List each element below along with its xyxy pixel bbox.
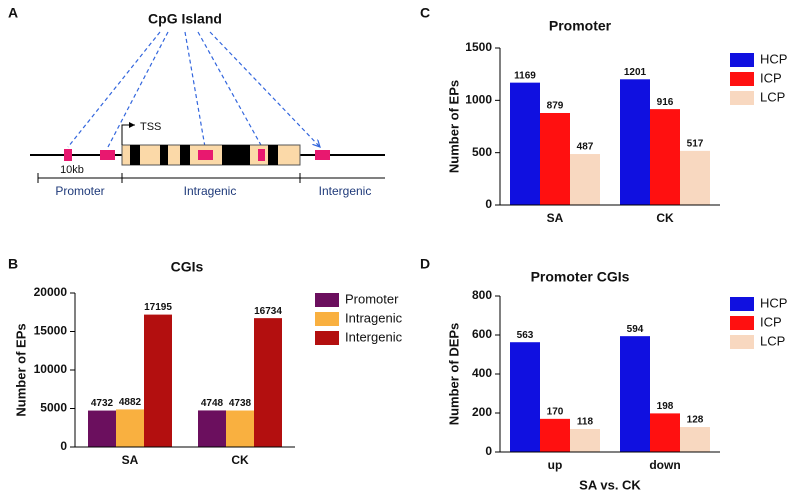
chart-title: Promoter CGIs [531,269,630,285]
y-axis-label: Number of DEPs [446,323,461,426]
exons [130,145,278,165]
value-label: 1201 [624,67,647,78]
y-tick-label: 400 [472,366,492,380]
panel-label: A [8,5,18,21]
x-tick-label: SA [122,453,139,467]
value-label: 17195 [144,302,172,313]
y-tick-label: 800 [472,288,492,302]
value-label: 198 [657,401,674,412]
value-label: 16734 [254,306,282,317]
legend-swatch [730,316,754,330]
legend-swatch [315,293,339,307]
y-tick-label: 500 [472,145,492,159]
value-label: 4732 [91,398,114,409]
y-tick-label: 15000 [34,324,68,338]
bar [570,428,600,452]
x-tick-label: CK [656,211,674,225]
legend-label: ICP [760,70,782,85]
legend-swatch [315,312,339,326]
cpg-islands [64,149,330,161]
value-label: 517 [687,139,704,150]
y-tick-label: 0 [60,439,67,453]
y-axis-label: Number of EPs [446,80,461,173]
scale-label: 10kb [60,164,84,176]
legend-label: LCP [760,333,785,348]
y-tick-label: 200 [472,405,492,419]
region-label: Intragenic [184,184,237,198]
x-tick-label: up [548,458,563,472]
legend-swatch [730,53,754,67]
legend-swatch [315,331,339,345]
x-tick-label: SA [547,211,564,225]
legend-swatch [730,91,754,105]
bar [144,314,172,447]
y-tick-label: 0 [485,444,492,458]
legend-label: HCP [760,295,787,310]
value-label: 879 [547,101,564,112]
panel-label: B [8,256,18,272]
y-tick-label: 600 [472,327,492,341]
bar [540,418,570,452]
dimension-lines [37,173,385,183]
value-label: 1169 [514,70,536,81]
bar [620,336,650,452]
bar [198,410,226,447]
legend-label: HCP [760,51,787,66]
y-tick-label: 1500 [465,40,492,54]
y-tick-label: 1000 [465,93,492,107]
legend-swatch [730,297,754,311]
value-label: 594 [627,324,644,335]
value-label: 118 [577,417,594,428]
legend-label: Promoter [345,291,399,306]
tss-label: TSS [140,121,161,133]
legend-swatch [730,72,754,86]
legend-label: Intergenic [345,329,403,344]
arrows [67,31,320,147]
value-label: 4748 [201,398,224,409]
value-label: 170 [547,406,564,417]
chart-title: CGIs [171,259,204,275]
y-tick-label: 10000 [34,362,68,376]
chart-title: Promoter [549,18,612,34]
bar [540,112,570,205]
region-label: Promoter [55,184,104,198]
bar [680,150,710,205]
value-label: 563 [517,330,534,341]
bar [680,427,710,452]
bar [570,154,600,205]
legend-label: Intragenic [345,310,403,325]
bar [510,342,540,452]
diagram: A CpG Island TSS 10kb Promoter Intrageni… [8,5,385,198]
y-axis-label: Number of EPs [13,323,28,416]
value-label: 4882 [119,397,142,408]
bar [510,82,540,205]
bar [226,410,254,447]
value-label: 916 [657,97,674,108]
region-label: Intergenic [319,184,372,198]
bar [620,79,650,205]
x-tick-label: down [649,458,680,472]
panel-label: D [420,256,430,272]
bar [88,410,116,447]
bar [650,413,680,452]
bar [650,109,680,205]
diagram-title: CpG Island [148,11,222,27]
tss-arrow [121,122,135,145]
legend-swatch [730,335,754,349]
y-tick-label: 0 [485,197,492,211]
x-tick-label: CK [231,453,249,467]
value-label: 487 [577,142,594,153]
y-tick-label: 20000 [34,285,68,299]
x-axis-label: SA vs. CK [579,477,641,492]
panel-label: C [420,5,430,21]
y-tick-label: 5000 [40,401,67,415]
bar [254,318,282,447]
legend-label: ICP [760,314,782,329]
value-label: 128 [687,415,704,426]
legend-label: LCP [760,89,785,104]
bar [116,409,144,447]
value-label: 4738 [229,398,252,409]
